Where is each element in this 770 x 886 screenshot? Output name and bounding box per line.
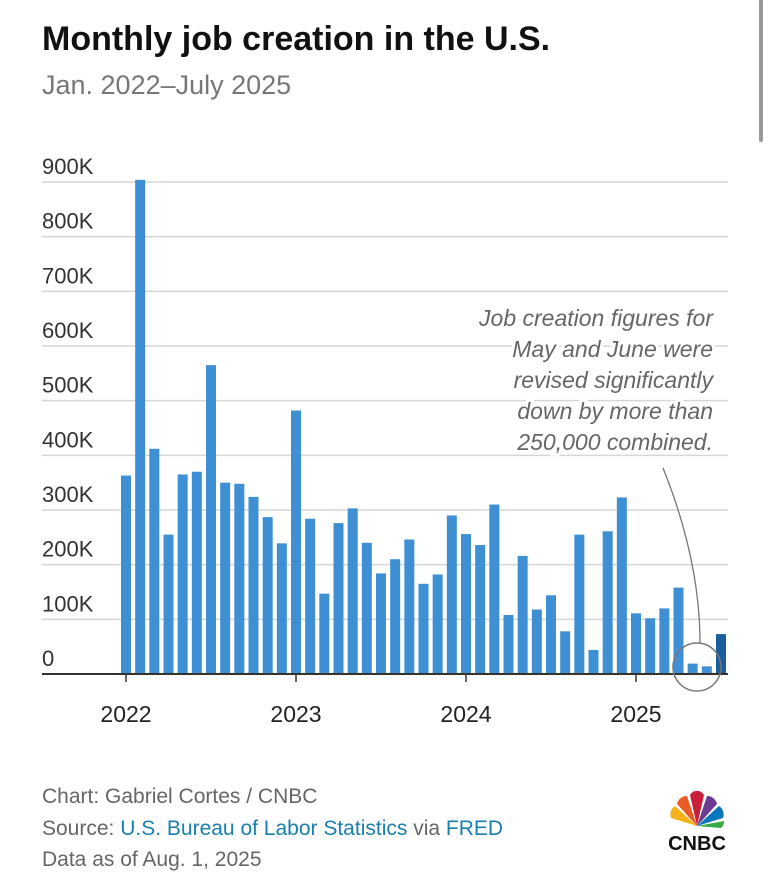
x-tick-label: 2022 <box>100 701 151 727</box>
bar <box>659 608 670 674</box>
bar <box>149 448 160 674</box>
bar <box>475 544 486 674</box>
y-tick-label: 400K <box>42 427 94 452</box>
bar <box>418 583 429 674</box>
footer-date: Data as of Aug. 1, 2025 <box>42 848 262 871</box>
grid: 0 100K 200K 300K 400K 500K 600K 700K 800K 900K 202… <box>42 154 728 727</box>
bar <box>631 613 641 674</box>
y-tick-label: 500K <box>42 373 94 398</box>
y-tick-label: 100K <box>42 591 94 616</box>
bar <box>432 574 443 674</box>
source-link[interactable]: U.S. Bureau of Labor Statistics <box>120 817 407 840</box>
bar <box>177 474 188 674</box>
annotation-text: 250,000 combined. <box>516 429 713 455</box>
bar <box>574 534 585 674</box>
bar <box>206 365 216 674</box>
source-link[interactable]: FRED <box>446 817 503 840</box>
bar <box>361 542 372 674</box>
bar <box>645 618 656 674</box>
bar <box>588 649 599 674</box>
bar <box>404 539 415 674</box>
y-tick-label: 900K <box>42 154 94 179</box>
bar <box>248 496 259 674</box>
y-tick-label: 300K <box>42 482 94 507</box>
bar <box>276 543 287 674</box>
annotation-text: down by more than <box>517 398 713 424</box>
annotation-leader <box>662 467 701 644</box>
bar <box>390 559 401 674</box>
annotation-text: revised significantly <box>514 367 715 393</box>
bar <box>220 482 231 674</box>
bar <box>517 555 528 674</box>
bar <box>716 634 726 674</box>
y-tick-label: 700K <box>42 263 94 288</box>
annotation-text: Job creation figures for <box>478 305 714 331</box>
bar <box>163 534 174 674</box>
chart-title: Monthly job creation in the U.S. <box>42 20 550 58</box>
bar <box>347 508 358 674</box>
bar <box>687 663 698 674</box>
bar <box>701 666 712 674</box>
x-tick-label: 2025 <box>610 701 661 727</box>
chart-subtitle: Jan. 2022–July 2025 <box>42 70 291 100</box>
x-tick-label: 2023 <box>270 701 321 727</box>
cnbc-logo: CNBC <box>668 790 726 855</box>
annotation-circle <box>672 642 722 692</box>
y-tick-label: 200K <box>42 537 94 562</box>
bar <box>262 517 273 674</box>
bar <box>616 497 627 674</box>
bar <box>135 179 146 674</box>
bar <box>673 587 684 674</box>
bar <box>376 573 386 674</box>
logo-text: CNBC <box>668 833 726 855</box>
bar <box>121 475 131 674</box>
bar <box>319 593 330 674</box>
bar <box>461 534 471 674</box>
annotation: Job creation figures for May and June wer… <box>475 302 722 692</box>
bar <box>531 609 542 674</box>
bar <box>503 614 514 674</box>
x-tick-label: 2024 <box>440 701 491 727</box>
bar <box>546 595 556 674</box>
bar <box>291 410 301 674</box>
bar <box>333 523 344 674</box>
bar <box>489 504 500 674</box>
annotation-text: May and June were <box>512 336 713 362</box>
y-tick-label: 600K <box>42 318 94 343</box>
y-tick-label: 0 <box>42 646 54 671</box>
bar <box>234 483 245 674</box>
bar <box>305 518 316 674</box>
bar <box>191 471 202 674</box>
bar <box>446 515 457 674</box>
footer-credit: Chart: Gabriel Cortes / CNBC <box>42 785 317 808</box>
footer-source: Source: U.S. Bureau of Labor Statistics … <box>42 817 503 840</box>
source-label: Source: <box>42 817 114 840</box>
y-tick-label: 800K <box>42 209 94 234</box>
bars <box>42 179 728 675</box>
via: via <box>413 817 440 840</box>
bar <box>602 531 613 674</box>
bar <box>560 631 571 674</box>
